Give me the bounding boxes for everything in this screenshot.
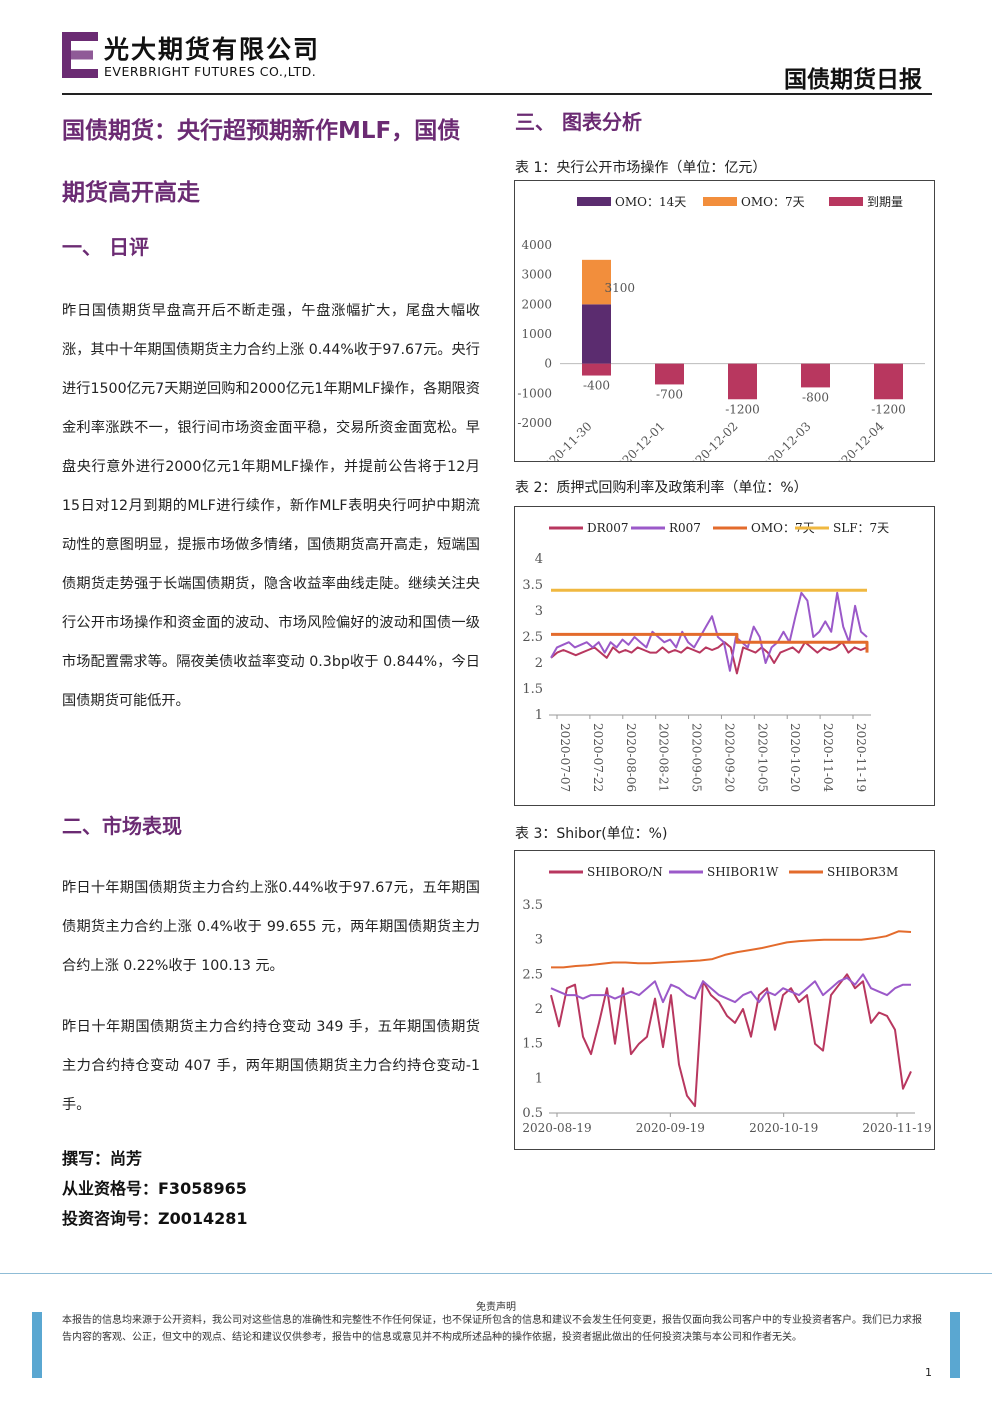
report-headline: 国债期货：央行超预期新作MLF，国债期货高开高走: [62, 118, 461, 206]
legend-label-0: DR007: [587, 521, 629, 535]
x-tick-label-2: 2020-10-19: [749, 1121, 818, 1135]
company-logo-icon: [62, 32, 98, 78]
page-number: 1: [925, 1366, 932, 1379]
x-tick-label-4: 2020-12-04: [828, 419, 887, 461]
y-tick-label-6: 1: [535, 708, 543, 723]
author-qualification-number: 从业资格号：F3058965: [62, 1179, 247, 1198]
legend-label-0: OMO：14天: [615, 195, 686, 209]
chart-2-caption: 表 2：质押式回购利率及政策利率（单位：%）: [515, 480, 808, 496]
bar-2-2: [728, 363, 757, 400]
x-tick-label-2: 2020-12-02: [682, 419, 741, 461]
x-tick-label-5: 2020-09-20: [722, 723, 736, 792]
disclaimer-text: 本报告的信息均来源于公开资料，我公司对这些信息的准确性和完整性不作任何保证，也不…: [62, 1315, 922, 1343]
y-tick-label-4: 0: [544, 357, 552, 371]
y-tick-label-4: 1.5: [522, 1037, 543, 1052]
series-line-2: [551, 632, 869, 653]
y-tick-label-3: 1000: [521, 327, 552, 341]
y-tick-label-3: 2.5: [522, 630, 543, 645]
disclaimer-title: 免责声明: [476, 1302, 516, 1313]
bar-total-label: 3100: [605, 281, 636, 295]
bar-2-1: [655, 363, 684, 385]
header-divider: [62, 93, 932, 95]
market-performance-paragraph-2: 昨日十年期国债期货主力合约持仓变动 349 手，五年期国债期货主力合约持仓变动 …: [62, 1019, 480, 1113]
y-tick-label-2: 3: [535, 604, 543, 619]
x-tick-label-2: 2020-08-06: [624, 723, 638, 792]
bar-label-3: -800: [802, 390, 829, 404]
y-tick-label-1: 3: [535, 933, 543, 948]
author-name: 撰写：尚芳: [62, 1149, 143, 1168]
section-title-daily-review: 一、 日评: [62, 235, 149, 259]
chart-1-caption: 表 1：央行公开市场操作（单位：亿元）: [515, 160, 767, 176]
chart-3-shibor: SHIBORO/N SHIBOR1W SHIBOR3M 3.5 3 2.5 2 1.5 1 0.5…: [514, 850, 935, 1150]
market-performance-paragraph-1: 昨日十年期国债期货主力合约上涨0.44%收于97.67元，五年期国债期货主力合约…: [62, 880, 480, 974]
y-tick-label-4: 2: [535, 656, 543, 671]
legend-label-0: SHIBORO/N: [587, 865, 663, 879]
series-line-0: [550, 973, 912, 1108]
bar-label-4: -1200: [871, 402, 906, 416]
footer-left-accent-bar: [32, 1312, 42, 1378]
legend-label-1: OMO：7天: [741, 195, 805, 209]
chart-2-repo-policy-rates: DR007 R007 OMO：7天 SLF：7天 4 3.5 3 2.5 2 1.5 1 2020-0…: [514, 506, 935, 806]
x-tick-label-1: 2020-09-19: [636, 1121, 705, 1135]
bar-2-0: [582, 363, 611, 376]
chart-3-caption: 表 3：Shibor(单位：%): [515, 826, 668, 842]
y-tick-label-0: 4000: [521, 238, 552, 252]
y-tick-label-5: -1000: [517, 386, 552, 400]
y-tick-label-1: 3000: [521, 268, 552, 282]
bar-2-3: [801, 363, 830, 388]
y-tick-label-0: 3.5: [522, 898, 543, 913]
y-tick-label-2: 2.5: [522, 967, 543, 982]
company-name-cn: 光大期货有限公司: [104, 35, 321, 64]
y-tick-label-0: 4: [535, 552, 543, 567]
legend-label-1: R007: [669, 521, 701, 535]
y-tick-label-3: 2: [535, 1002, 543, 1017]
footer-right-accent-bar: [950, 1312, 960, 1378]
x-tick-label-1: 2020-12-01: [609, 419, 668, 461]
legend-swatch-2: [829, 197, 863, 206]
y-tick-label-2: 2000: [521, 297, 552, 311]
y-tick-label-5: 1.5: [522, 682, 543, 697]
section-title-chart-analysis: 三、 图表分析: [515, 110, 642, 134]
bar-2-4: [874, 363, 903, 400]
section-title-market-performance: 二、市场表现: [62, 814, 182, 838]
y-tick-label-5: 1: [535, 1071, 543, 1086]
x-tick-label-9: 2020-11-19: [854, 723, 868, 792]
legend-label-2: OMO：7天: [751, 521, 815, 535]
y-tick-label-1: 3.5: [522, 578, 543, 593]
bar-label-2: -1200: [725, 402, 760, 416]
legend-label-2: SHIBOR3M: [827, 865, 898, 879]
series-line-1: [550, 591, 868, 672]
x-tick-label-7: 2020-10-20: [788, 723, 802, 792]
x-tick-label-8: 2020-11-04: [821, 723, 835, 793]
series-line-2: [551, 930, 912, 969]
daily-review-paragraph: 昨日国债期货早盘高开后不断走强，午盘涨幅扩大，尾盘大幅收涨，其中十年期国债期货主…: [62, 303, 480, 709]
legend-swatch-0: [577, 197, 611, 206]
x-tick-label-3: 2020-11-19: [862, 1121, 931, 1135]
x-tick-label-3: 2020-12-03: [755, 419, 814, 461]
series-line-0: [550, 641, 868, 675]
series-line-1: [550, 973, 911, 1004]
footer-divider: [0, 1273, 992, 1274]
x-tick-label-0: 2020-07-07: [558, 723, 572, 792]
x-tick-label-6: 2020-10-05: [755, 723, 769, 792]
bar-0-0: [582, 304, 611, 364]
chart-1-omo-operations: OMO：14天 OMO：7天 到期量 4000 3000 2000 1000 0 -1000 -2…: [514, 180, 935, 478]
x-tick-label-0: 2020-08-19: [522, 1121, 591, 1135]
legend-label-2: 到期量: [867, 195, 903, 209]
bar-label-1: -700: [656, 387, 683, 401]
company-name-en: EVERBRIGHT FUTURES CO.,LTD.: [104, 64, 317, 79]
report-type-title: 国债期货日报: [784, 66, 922, 93]
legend-label-3: SLF：7天: [833, 521, 889, 535]
y-tick-label-6: -2000: [517, 416, 552, 430]
x-tick-label-1: 2020-07-22: [591, 723, 605, 792]
legend-label-1: SHIBOR1W: [707, 865, 779, 879]
x-tick-label-4: 2020-09-05: [690, 723, 704, 792]
bar-label-0: -400: [583, 379, 610, 393]
x-tick-label-3: 2020-08-21: [657, 723, 671, 792]
y-tick-label-6: 0.5: [522, 1106, 543, 1121]
bar-1-0: [582, 259, 611, 305]
legend-swatch-1: [703, 197, 737, 206]
author-consulting-number: 投资咨询号：Z0014281: [62, 1209, 248, 1228]
